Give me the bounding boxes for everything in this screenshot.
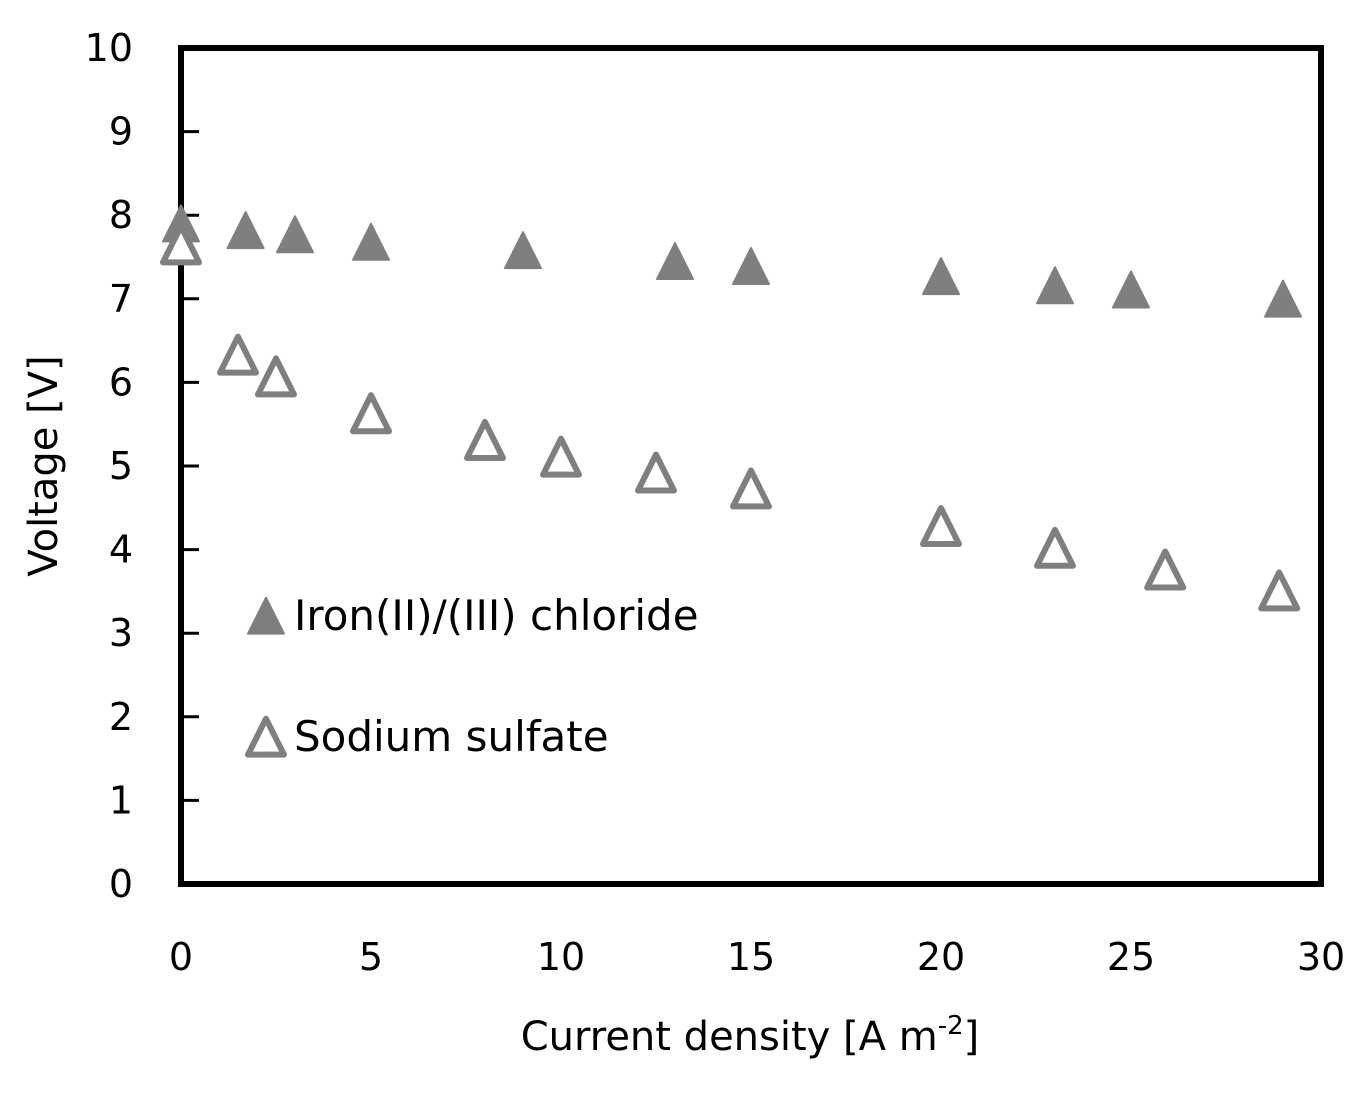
sodium-sulfate-point [730, 467, 772, 510]
x-tick-label: 5 [359, 935, 383, 979]
iron-chloride-point [656, 242, 694, 281]
iron-chloride-point [504, 231, 542, 270]
sodium-sulfate-point [255, 355, 297, 398]
x-tick-label: 25 [1107, 935, 1155, 979]
iron-chloride-point [352, 222, 390, 261]
sodium-sulfate-point [1034, 526, 1076, 569]
iron-chloride-point [276, 215, 314, 254]
y-tick-label: 8 [109, 193, 133, 237]
open-triangle-icon [245, 715, 287, 758]
y-tick-label: 0 [109, 862, 133, 906]
x-tick-label: 0 [169, 935, 193, 979]
sodium-sulfate-point [1258, 569, 1301, 612]
sodium-sulfate-point [920, 505, 962, 548]
iron-chloride-point [732, 247, 770, 286]
x-tick-label: 30 [1297, 935, 1345, 979]
legend-label-iron-chloride: Iron(II)/(III) chloride [294, 591, 699, 640]
sodium-sulfate-point [540, 435, 582, 478]
legend-marker-iron-chloride [247, 596, 285, 635]
iron-chloride-point [226, 211, 265, 250]
x-axis-title: Current density [A m-2] [521, 1011, 980, 1060]
sodium-sulfate-point [350, 392, 392, 435]
sodium-sulfate-point [217, 333, 259, 376]
y-tick-label: 3 [109, 611, 133, 655]
y-tick-label: 9 [109, 110, 133, 154]
y-tick-label: 2 [109, 695, 133, 739]
filled-triangle-icon [247, 596, 285, 635]
y-axis-ticks: 0 1 2 3 4 5 6 7 8 9 10 [85, 26, 199, 906]
x-tick-label: 10 [537, 935, 585, 979]
y-tick-label: 1 [109, 778, 133, 822]
y-tick-label: 4 [109, 528, 133, 572]
sodium-sulfate-point [464, 418, 506, 461]
iron-chloride-point [1036, 266, 1074, 305]
legend-label-sodium-sulfate: Sodium sulfate [294, 712, 609, 761]
data-points [160, 204, 1302, 612]
iron-chloride-point [922, 257, 960, 296]
legend-marker-sodium-sulfate [245, 715, 287, 758]
sodium-sulfate-point [160, 223, 202, 266]
x-axis-ticks: 0 5 10 15 20 25 30 [169, 935, 1345, 979]
iron-chloride-point [1264, 279, 1302, 318]
iron-chloride-point [1112, 270, 1150, 309]
y-tick-label: 7 [109, 277, 133, 321]
y-axis-title: Voltage [V] [21, 355, 67, 576]
sodium-sulfate-point [635, 451, 677, 494]
y-tick-label: 6 [109, 360, 133, 404]
x-tick-label: 20 [917, 935, 965, 979]
y-tick-label: 5 [109, 444, 133, 488]
sodium-sulfate-point [1144, 548, 1187, 591]
legend: Iron(II)/(III) chloride Sodium sulfate [245, 591, 699, 761]
y-tick-label: 10 [85, 26, 133, 70]
x-tick-label: 15 [727, 935, 775, 979]
